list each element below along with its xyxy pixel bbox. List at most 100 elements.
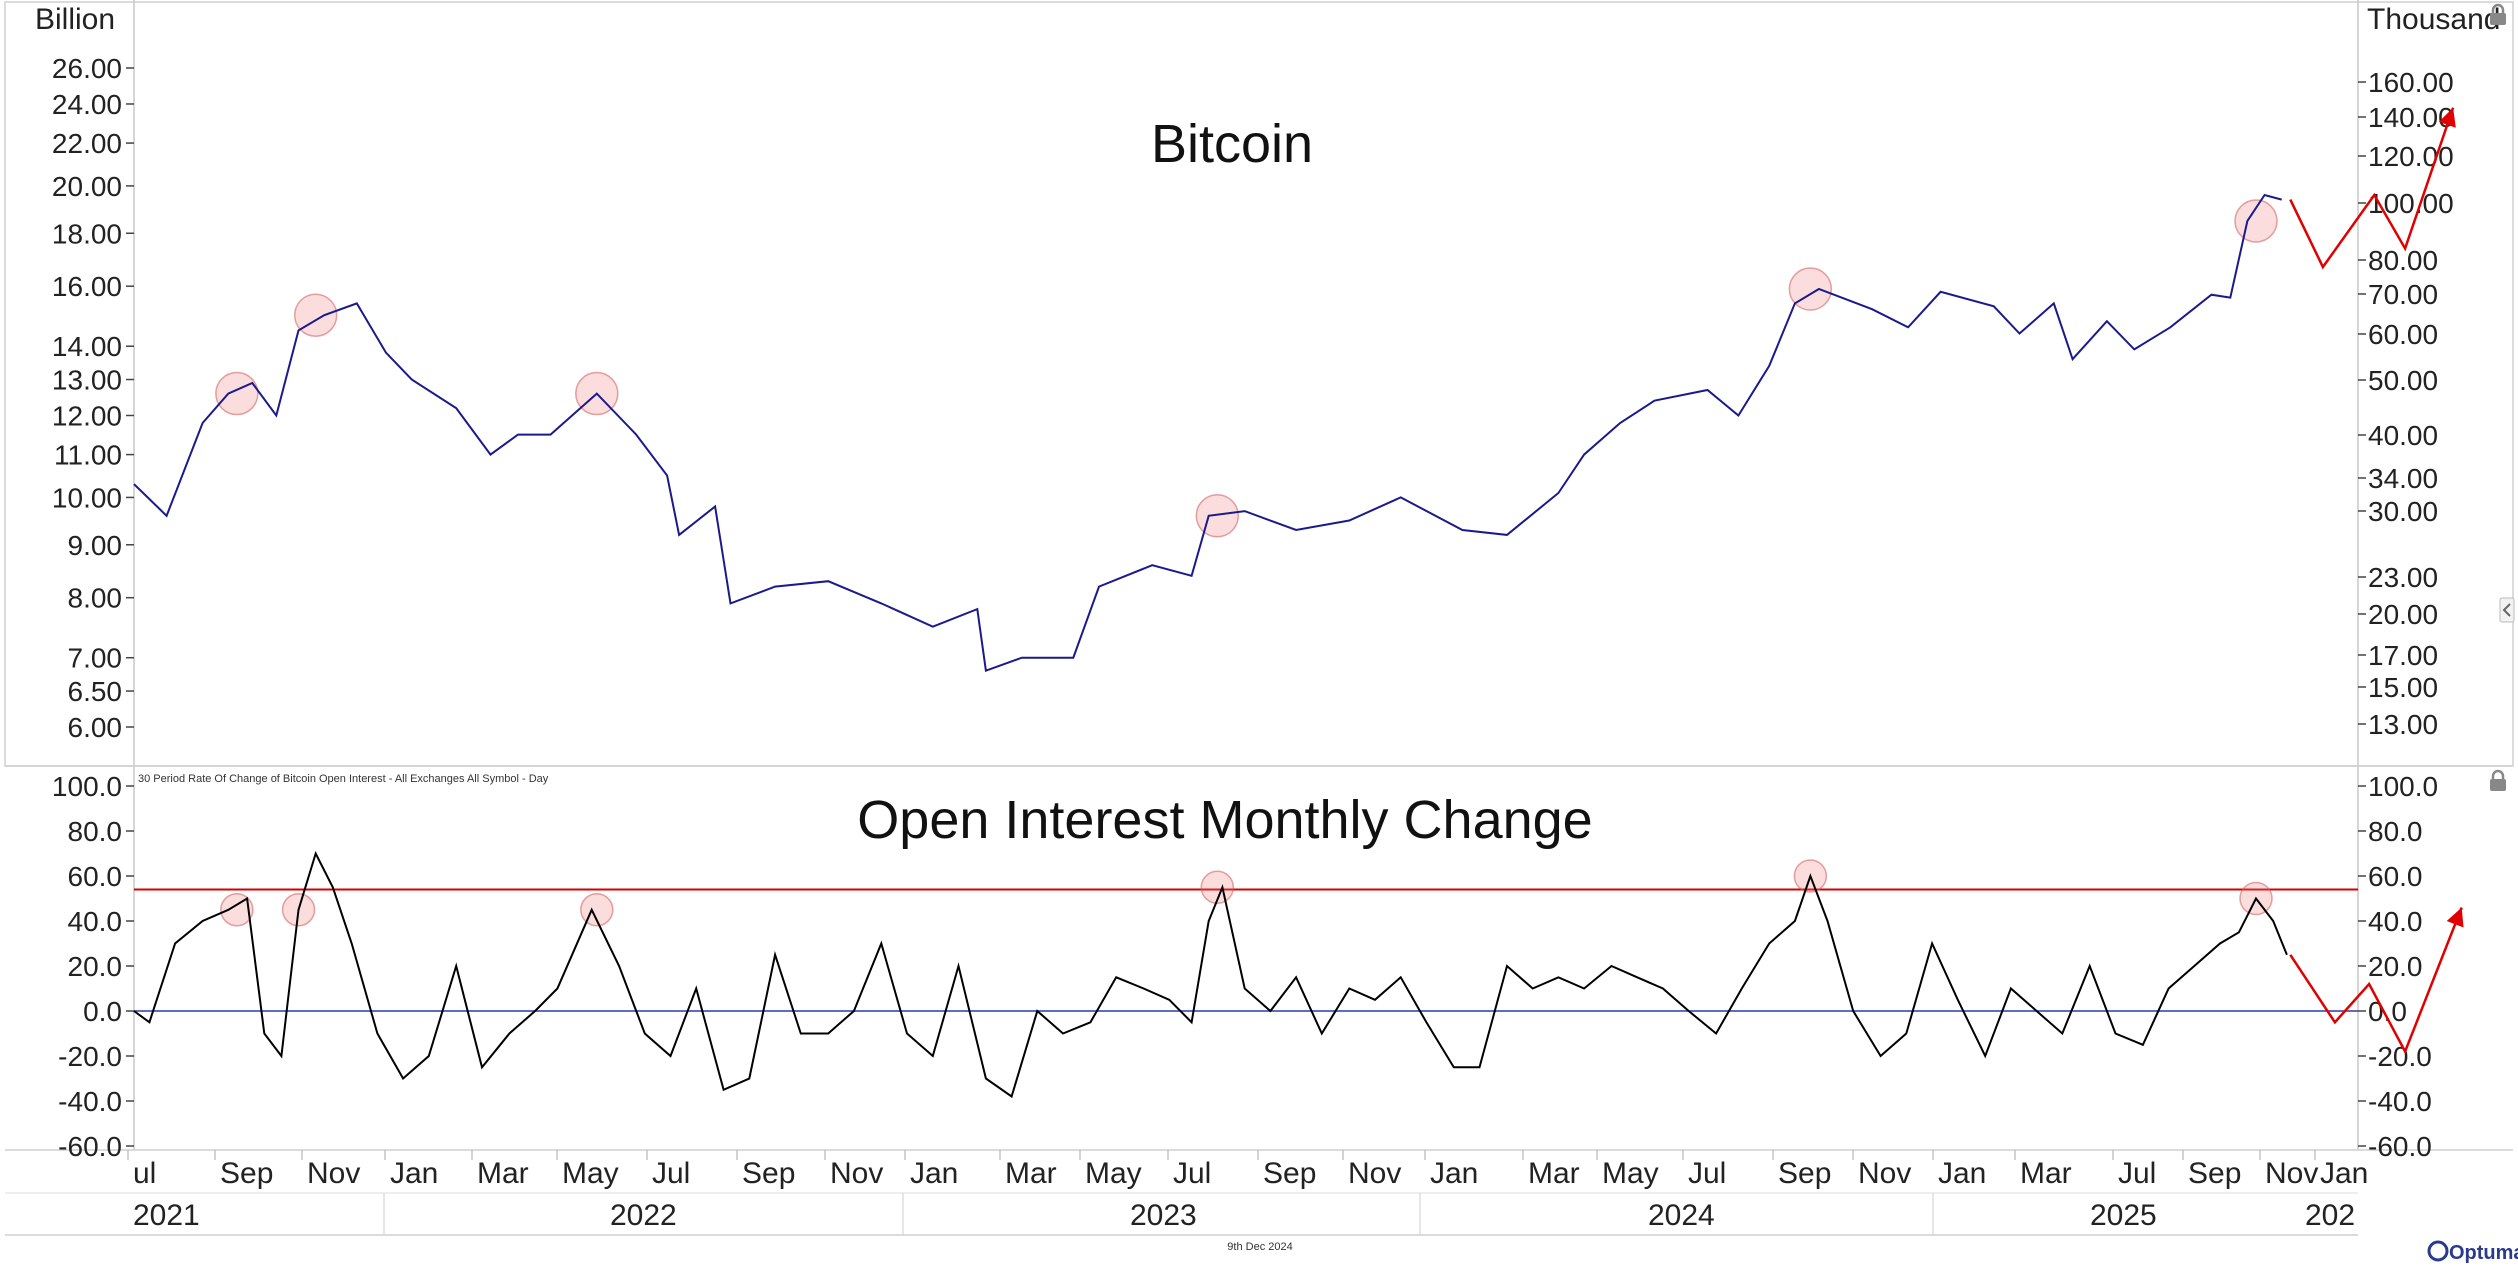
y-tick-label: 16.00 — [52, 271, 122, 302]
y-tick-label: 9.00 — [68, 530, 123, 561]
y-tick-label: 13.00 — [52, 365, 122, 396]
y-tick-label: 20.0 — [2368, 951, 2423, 982]
bottom-highlight-circles — [220, 859, 2273, 927]
y-tick-label: 8.00 — [68, 583, 123, 614]
x-month-label: Jan — [1430, 1157, 1478, 1190]
y-tick-label: 22.00 — [52, 128, 122, 159]
x-month-label: Mar — [477, 1157, 529, 1190]
y-tick-label: 160.00 — [2368, 67, 2454, 98]
top-highlight-circles — [215, 199, 2278, 538]
brand-logo-icon — [2427, 1240, 2449, 1262]
y-tick-label: 80.0 — [2368, 816, 2423, 847]
y-tick-label: -40.0 — [58, 1086, 122, 1117]
x-month-label: Jan — [390, 1157, 438, 1190]
y-tick-label: 23.00 — [2368, 562, 2438, 593]
y-tick-label: -40.0 — [2368, 1086, 2432, 1117]
x-month-label: Sep — [1263, 1157, 1316, 1190]
bitcoin-projection-line — [2289, 107, 2455, 270]
x-month-label: Nov — [307, 1157, 360, 1190]
highlight-circle — [215, 371, 259, 416]
x-year-label: 2021 — [133, 1199, 200, 1232]
x-year-label: 202 — [2305, 1199, 2355, 1232]
y-tick-label: 60.0 — [2368, 861, 2423, 892]
y-tick-label: 6.50 — [68, 676, 123, 707]
x-month-label: Jul — [1173, 1157, 1211, 1190]
y-tick-label: 17.00 — [2368, 640, 2438, 671]
y-tick-label: 70.00 — [2368, 279, 2438, 310]
x-year-label: 2023 — [1130, 1199, 1197, 1232]
x-year-label: 2024 — [1648, 1199, 1715, 1232]
y-tick-label: 60.00 — [2368, 319, 2438, 350]
y-tick-label: -20.0 — [58, 1041, 122, 1072]
y-tick-label: 80.00 — [2368, 245, 2438, 276]
x-month-label: Mar — [1005, 1157, 1057, 1190]
y-tick-label: 80.0 — [68, 816, 123, 847]
bottom-left-ticks: 100.0 80.0 60.0 40.0 20.0 0.0 -20.0 -40.0 -60.0 — [52, 771, 134, 1162]
x-month-label: Jul — [652, 1157, 690, 1190]
x-month-label: Mar — [2020, 1157, 2072, 1190]
open-interest-line — [133, 850, 2288, 1099]
top-right-ticks: 160.00140.00120.00100.0080.0070.0060.005… — [2358, 67, 2454, 740]
brand-name: Optuma — [2449, 1242, 2518, 1264]
lock-icon[interactable] — [2490, 769, 2506, 791]
x-month-label: Jan — [1938, 1157, 1986, 1190]
bitcoin-price-line — [133, 193, 2282, 673]
y-tick-label: 100.0 — [2368, 771, 2438, 802]
bitcoin-projection-arrowhead — [2438, 107, 2456, 128]
y-tick-label: 11.00 — [54, 440, 122, 471]
y-tick-label: 12.00 — [52, 400, 122, 431]
lock-icon[interactable] — [2490, 3, 2506, 25]
y-tick-label: 14.00 — [52, 331, 122, 362]
y-tick-label: 100.00 — [2368, 188, 2454, 219]
y-tick-label: 34.00 — [2368, 463, 2438, 494]
x-month-label: Nov — [1348, 1157, 1401, 1190]
y-tick-label: 15.00 — [2368, 672, 2438, 703]
bottom-right-ticks: 100.0 80.0 60.0 40.0 20.0 0.0 -20.0 -40.0 -60.0 — [2358, 771, 2438, 1162]
x-month-label: May — [1602, 1157, 1659, 1190]
y-tick-label: 40.0 — [68, 906, 123, 937]
x-month-label: Jul — [2118, 1157, 2156, 1190]
x-month-label: Sep — [1778, 1157, 1831, 1190]
x-month-label: Nov — [2265, 1157, 2318, 1190]
top-left-unit: Billion — [35, 3, 115, 36]
y-tick-label: 20.0 — [68, 951, 123, 982]
x-month-label: Sep — [2188, 1157, 2241, 1190]
open-interest-projection-line — [2289, 907, 2463, 1055]
x-month-label: Jan — [910, 1157, 958, 1190]
highlight-circle — [1195, 494, 1240, 538]
y-tick-label: -60.0 — [2368, 1131, 2432, 1162]
y-tick-label: 10.00 — [52, 482, 122, 513]
x-month-label: Jul — [1688, 1157, 1726, 1190]
y-tick-label: 26.00 — [52, 53, 122, 84]
y-tick-label: -60.0 — [58, 1131, 122, 1162]
x-month-label: May — [1085, 1157, 1142, 1190]
y-tick-label: 0.0 — [2368, 996, 2407, 1027]
x-month-label: Mar — [1528, 1157, 1580, 1190]
y-tick-label: -20.0 — [2368, 1041, 2432, 1072]
footer-date: 9th Dec 2024 — [1227, 1241, 1292, 1253]
x-year-label: 2022 — [610, 1199, 677, 1232]
y-tick-label: 13.00 — [2368, 709, 2438, 740]
collapse-chevron-icon[interactable] — [2499, 597, 2515, 623]
top-left-ticks: 26.00 24.00 22.00 20.00 18.00 16.00 14.0013.00… — [52, 53, 134, 743]
x-axis-month-labels: ul Sep Nov Jan Mar May Jul Sep Nov Jan Mar May Jul Se… — [127, 1150, 2368, 1190]
y-tick-label: 20.00 — [52, 171, 122, 202]
x-month-label: Sep — [742, 1157, 795, 1190]
x-axis-year-labels: 2021 2022 2023 2024 2025 202 — [133, 1193, 2355, 1235]
y-tick-label: 0.0 — [83, 996, 122, 1027]
y-tick-label: 100.0 — [52, 771, 122, 802]
highlight-circle — [220, 893, 254, 927]
x-month-label: May — [562, 1157, 619, 1190]
y-tick-label: 60.0 — [68, 861, 123, 892]
y-tick-label: 20.00 — [2368, 599, 2438, 630]
open-interest-projection-arrowhead — [2446, 907, 2464, 928]
x-month-label: Nov — [1858, 1157, 1911, 1190]
y-tick-label: 24.00 — [52, 89, 122, 120]
y-tick-label: 140.00 — [2368, 102, 2454, 133]
top-chart-title: Bitcoin — [1151, 114, 1313, 174]
y-tick-label: 7.00 — [68, 643, 123, 674]
bottom-caption: 30 Period Rate Of Change of Bitcoin Open… — [138, 773, 549, 785]
top-right-unit: Thousand — [2367, 3, 2500, 36]
